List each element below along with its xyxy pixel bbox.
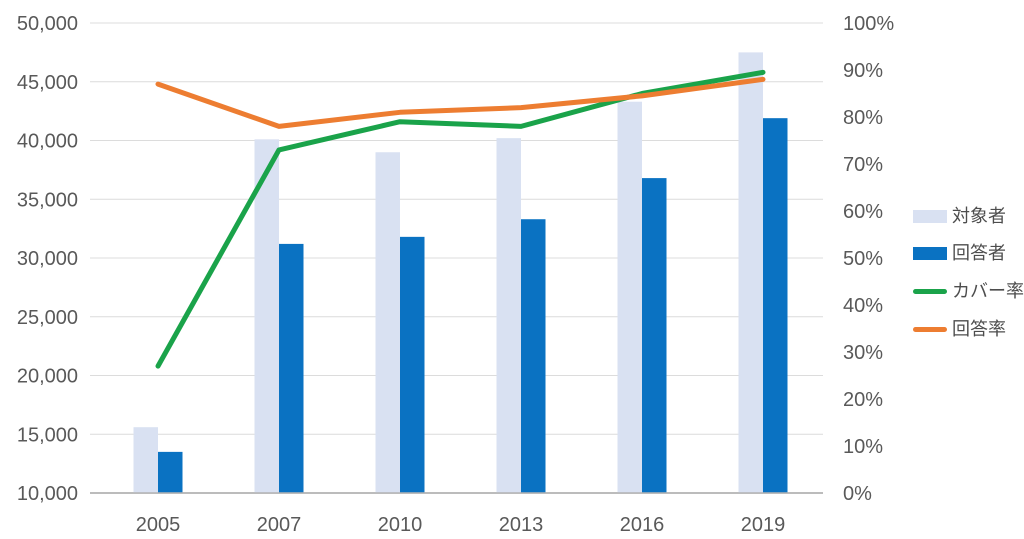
legend-swatch-target-group-icon	[913, 209, 947, 223]
bar-respondents-2016[interactable]	[642, 178, 667, 493]
legend-swatch-coverage-rate-icon	[913, 288, 947, 294]
legend-swatch-response-rate-icon	[913, 326, 947, 332]
bar-target-group-2007[interactable]	[254, 139, 280, 493]
left-axis-tick-15000: 15,000	[17, 424, 78, 446]
right-axis-tick-90: 90%	[843, 60, 883, 82]
bar-target-group-2016[interactable]	[617, 101, 643, 493]
right-axis-tick-70: 70%	[843, 154, 883, 176]
bar-target-group-2013[interactable]	[496, 138, 522, 493]
right-axis-tick-80: 80%	[843, 107, 883, 129]
bar-respondents-2019[interactable]	[763, 118, 788, 494]
legend-item-target-group[interactable]: 対象者	[913, 205, 1006, 227]
right-axis-tick-60: 60%	[843, 201, 883, 223]
left-axis-tick-40000: 40,000	[17, 131, 78, 153]
left-axis-tick-25000: 25,000	[17, 307, 78, 329]
right-axis-tick-40: 40%	[843, 295, 883, 317]
bar-target-group-2005[interactable]	[133, 427, 159, 493]
left-axis-tick-35000: 35,000	[17, 189, 78, 211]
bar-target-group-2019[interactable]	[738, 52, 764, 493]
x-axis-label-2007: 2007	[257, 514, 302, 536]
legend-item-coverage-rate[interactable]: カバー率	[913, 280, 1024, 302]
bar-respondents-2007[interactable]	[279, 243, 304, 493]
bar-respondents-2013[interactable]	[521, 219, 546, 493]
line-coverage-rate[interactable]	[155, 69, 766, 369]
left-axis-tick-20000: 20,000	[17, 366, 78, 388]
left-axis-tick-10000: 10,000	[17, 483, 78, 505]
legend-label-target-group: 対象者	[952, 206, 1006, 226]
legend-swatch-respondents-icon	[913, 246, 947, 260]
left-axis-tick-45000: 45,000	[17, 72, 78, 94]
left-axis-tick-50000: 50,000	[17, 13, 78, 35]
x-axis-label-2010: 2010	[378, 514, 423, 536]
line-response-rate[interactable]	[155, 76, 766, 129]
x-axis-label-2019: 2019	[741, 514, 786, 536]
legend-label-respondents: 回答者	[952, 243, 1006, 263]
legend-item-response-rate[interactable]: 回答率	[913, 318, 1006, 340]
legend-label-response-rate: 回答率	[952, 319, 1006, 339]
x-axis-label-2016: 2016	[620, 514, 665, 536]
x-axis-label-2013: 2013	[499, 514, 544, 536]
left-axis-tick-30000: 30,000	[17, 248, 78, 270]
right-axis-tick-20: 20%	[843, 389, 883, 411]
right-axis-tick-30: 30%	[843, 342, 883, 364]
right-axis-tick-10: 10%	[843, 436, 883, 458]
bar-target-group-2010[interactable]	[375, 152, 401, 493]
bar-respondents-2005[interactable]	[158, 451, 183, 493]
legend-item-respondents[interactable]: 回答者	[913, 242, 1006, 264]
legend-label-coverage-rate: カバー率	[952, 281, 1024, 301]
bar-respondents-2010[interactable]	[400, 236, 425, 493]
x-axis-label-2005: 2005	[136, 514, 181, 536]
right-axis-tick-0: 0%	[843, 483, 872, 505]
right-axis-tick-100: 100%	[843, 13, 894, 35]
right-axis-tick-50: 50%	[843, 248, 883, 270]
